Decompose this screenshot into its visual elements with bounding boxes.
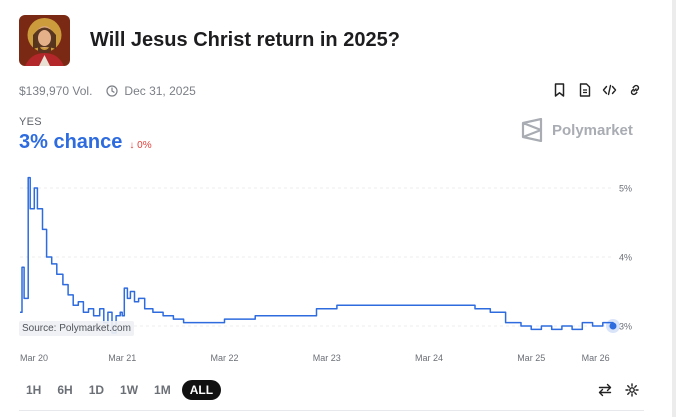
clock-icon [106,85,119,97]
market-meta: $139,970 Vol. Dec 31, 2025 [19,84,196,98]
time-range-tabs: 1H 6H 1D 1W 1M ALL [21,380,222,400]
series-line [20,176,614,334]
range-tab-1m[interactable]: 1M [154,383,171,397]
x-tick-label: Mar 21 [108,353,136,363]
x-tick-label: Mar 22 [210,353,238,363]
right-scroll-rail [672,0,676,417]
range-tab-all[interactable]: ALL [181,380,222,400]
bottom-divider [19,410,644,411]
range-tab-6h[interactable]: 6H [57,383,73,397]
x-tick-label: Mar 26 [582,353,610,363]
price-chart[interactable]: 5% 4% 3% Mar 20 Mar 21 Mar 22 Mar 23 Mar 24 Mar … [0,168,676,376]
source-label: Source: Polymarket.com [19,321,134,336]
end-date: Dec 31, 2025 [106,84,196,98]
market-image [19,15,70,66]
range-tab-1h[interactable]: 1H [26,383,42,397]
chart-controls [598,383,639,397]
brand-name: Polymarket [552,121,633,139]
market-actions [552,82,642,97]
polymarket-brand: Polymarket [521,118,633,142]
range-tab-1d[interactable]: 1D [88,383,105,397]
swap-arrows-icon[interactable] [598,383,612,397]
chance-row: 3% chance ↓ 0% [19,131,152,154]
x-tick-label: Mar 23 [313,353,341,363]
x-tick-label: Mar 24 [415,353,443,363]
settings-gear-icon[interactable] [625,383,639,397]
document-icon[interactable] [577,82,592,97]
range-tab-1w[interactable]: 1W [120,383,139,397]
outcome-label: YES [19,116,42,128]
polymarket-logo-icon [521,118,543,142]
chance-change: ↓ 0% [129,140,152,151]
y-tick-label: 3% [619,322,632,332]
current-point [609,322,617,330]
bookmark-icon[interactable] [552,82,567,97]
y-tick-label: 4% [619,253,632,263]
end-date-label: Dec 31, 2025 [124,84,196,98]
volume-label: $139,970 Vol. [19,84,93,98]
market-title: Will Jesus Christ return in 2025? [90,29,400,51]
embed-code-icon[interactable] [602,82,617,97]
x-tick-label: Mar 20 [20,353,48,363]
chance-value: 3% chance [19,131,123,153]
link-icon[interactable] [627,82,642,97]
x-tick-label: Mar 25 [517,353,545,363]
y-tick-label: 5% [619,184,632,194]
